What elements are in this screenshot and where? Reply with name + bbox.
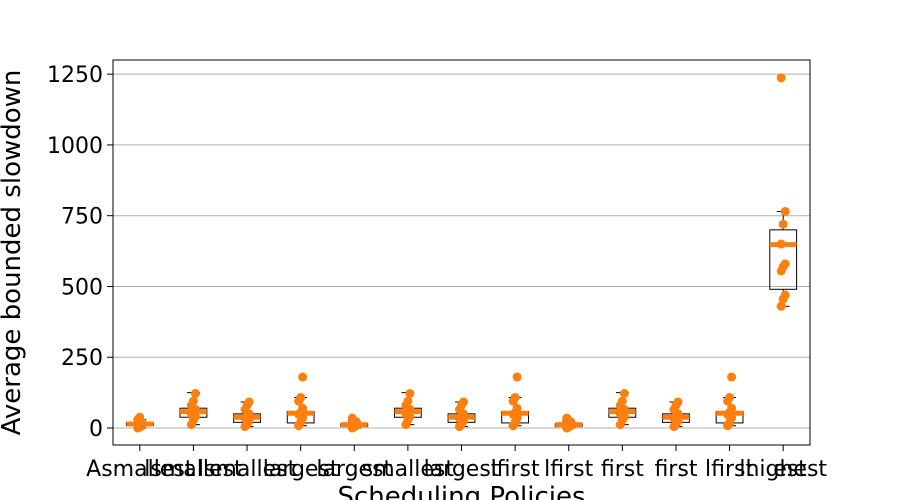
data-point bbox=[403, 396, 413, 406]
x-tick-label: largest bbox=[424, 457, 500, 482]
data-point bbox=[296, 392, 306, 402]
data-point bbox=[776, 301, 786, 311]
data-point bbox=[188, 396, 198, 406]
data-points bbox=[126, 73, 797, 433]
x-ticks: Asmallestlsmallestlsmallestlargestlarges… bbox=[86, 445, 827, 482]
data-point bbox=[512, 372, 522, 382]
data-point bbox=[512, 403, 522, 413]
data-point bbox=[619, 388, 629, 398]
x-tick-label: est bbox=[773, 457, 807, 482]
data-point bbox=[617, 396, 627, 406]
data-point bbox=[562, 413, 572, 423]
data-point bbox=[780, 206, 790, 216]
data-point bbox=[778, 219, 788, 229]
y-axis-label: Average bounded slowdown bbox=[0, 70, 27, 436]
y-tick-label: 1000 bbox=[47, 134, 103, 159]
x-tick-label: Asmallest bbox=[86, 457, 194, 482]
data-point bbox=[190, 388, 200, 398]
x-tick-label: first bbox=[601, 457, 644, 482]
x-axis-label: Scheduling Policies bbox=[337, 482, 585, 500]
x-tick-label: largest bbox=[316, 457, 392, 482]
x-tick-label: lfirst bbox=[544, 457, 593, 482]
data-point bbox=[405, 388, 415, 398]
data-point bbox=[135, 412, 145, 422]
x-tick-label: lsmallest bbox=[144, 457, 243, 482]
x-tick-label: smallest bbox=[362, 457, 455, 482]
x-tick-label: largest bbox=[263, 457, 339, 482]
y-tick-label: 500 bbox=[61, 275, 103, 300]
x-tick-label: lhighest bbox=[739, 457, 827, 482]
data-point bbox=[780, 290, 790, 300]
y-tick-label: 0 bbox=[89, 417, 103, 442]
x-tick-label: lfirst bbox=[491, 457, 540, 482]
box-iqr bbox=[769, 229, 798, 290]
gridlines bbox=[113, 73, 810, 429]
x-tick-label: first bbox=[654, 457, 697, 482]
data-point bbox=[298, 403, 308, 413]
data-point bbox=[673, 397, 683, 407]
data-point bbox=[347, 413, 357, 423]
x-tick-label: lfirst bbox=[705, 457, 754, 482]
data-point bbox=[725, 392, 735, 402]
data-point bbox=[459, 397, 468, 407]
data-point bbox=[727, 403, 737, 413]
data-point bbox=[510, 392, 520, 402]
data-point bbox=[298, 372, 308, 382]
data-point bbox=[780, 259, 790, 269]
data-point bbox=[727, 372, 737, 382]
y-tick-label: 1250 bbox=[47, 63, 103, 88]
x-tick-label: lsmallest bbox=[198, 457, 297, 482]
y-tick-label: 250 bbox=[61, 346, 103, 371]
y-tick-label: 750 bbox=[61, 205, 103, 230]
y-ticks: 0 250 500 750 1000 1250 bbox=[47, 63, 113, 442]
data-point bbox=[776, 73, 786, 83]
data-point bbox=[244, 397, 254, 407]
